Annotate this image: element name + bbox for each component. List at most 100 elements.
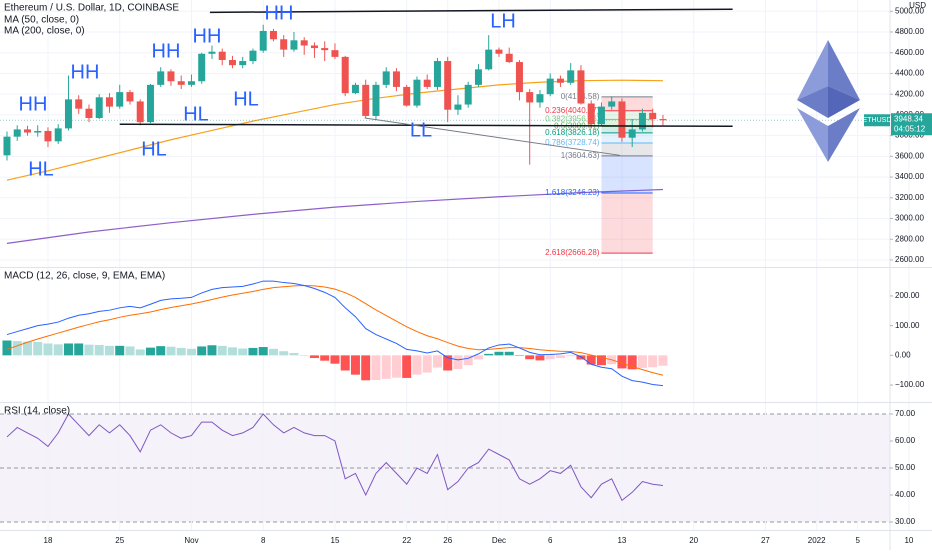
pattern-label: HL (233, 88, 259, 110)
histogram-bar (596, 355, 606, 366)
fib-zone (601, 155, 653, 193)
histogram-bar (555, 355, 565, 359)
histogram-bar (330, 355, 340, 364)
trend-line (209, 8, 733, 14)
candle-body (136, 101, 144, 123)
histogram-bar (289, 352, 299, 356)
candle-body (577, 70, 585, 104)
histogram-bar (545, 355, 555, 360)
fib-zone (601, 126, 653, 133)
rsi-line (6, 413, 664, 502)
candle-body (556, 78, 564, 83)
candle-body (116, 92, 124, 107)
x-tick-label: 27 (761, 536, 770, 545)
candle-body (546, 78, 554, 95)
fib-zone (601, 96, 653, 111)
y-tick-label: 5000.00 (895, 6, 924, 15)
logo-facet (797, 86, 828, 118)
logo-facet (828, 40, 860, 100)
fib-zone (601, 110, 653, 120)
candle-body (403, 86, 411, 106)
candle-body (444, 61, 452, 110)
histogram-bar (12, 341, 22, 356)
fib-label: 1.618(3246.23) (545, 188, 600, 197)
candle-body (228, 59, 236, 66)
panel-title: RSI (14, close) (4, 406, 70, 417)
histogram-bar (361, 355, 371, 381)
price-tag (891, 113, 932, 136)
candle-body (372, 84, 380, 116)
histogram-bar (74, 343, 84, 356)
x-tick-label: 8 (261, 536, 266, 545)
histogram-bar (135, 349, 145, 356)
histogram-bar (238, 348, 248, 356)
fib-zone (601, 143, 653, 156)
histogram-bar (156, 346, 166, 356)
histogram-bar (279, 351, 289, 356)
y-tick-label: 4400.00 (895, 69, 924, 78)
candle-body (300, 40, 308, 46)
histogram-bar (627, 355, 637, 370)
candle-body (95, 97, 103, 119)
fib-zone (601, 119, 653, 127)
currency-label: USD (909, 1, 926, 10)
y-tick-label: 4200.00 (895, 89, 924, 98)
candle-body (126, 92, 134, 102)
y-tick-label: 3000.00 (895, 214, 924, 223)
candle-body (331, 50, 339, 57)
moving-average (6, 188, 663, 244)
plot-area: 0(4174.58)0.236(4040.07)0.382(3956.86)0.… (0, 2, 890, 502)
x-tick-label: 15 (331, 536, 340, 545)
y-tick-label: 50.00 (895, 463, 916, 472)
candle-body (423, 79, 431, 87)
pattern-label: HH (265, 2, 294, 24)
histogram-bar (484, 353, 494, 356)
histogram-bar (432, 355, 442, 368)
histogram-bar (217, 345, 227, 356)
logo-facet (828, 108, 860, 162)
histogram-bar (115, 345, 125, 356)
fib-label: 0.382(3956.86) (545, 114, 600, 123)
x-tick-label: 5 (855, 536, 860, 545)
x-tick-label: 13 (617, 536, 626, 545)
histogram-bar (402, 355, 412, 378)
histogram-bar (535, 355, 545, 361)
candle-body (659, 119, 667, 121)
pattern-label: HL (141, 138, 167, 160)
x-tick-label: 18 (44, 536, 53, 545)
candle-body (341, 56, 349, 94)
histogram-bar (617, 355, 627, 369)
logo-facet (797, 108, 828, 162)
histogram-bar (463, 355, 473, 366)
x-tick-label: 20 (689, 536, 698, 545)
trend-line (364, 117, 620, 156)
candle-body (269, 30, 277, 40)
histogram-bar (197, 346, 207, 356)
histogram-bar (422, 355, 432, 373)
histogram-bar (2, 340, 12, 356)
x-tick-label: 10 (904, 536, 913, 545)
fib-label: 1(3604.63) (561, 151, 600, 160)
fib-label: 2.618(2666.28) (545, 248, 600, 257)
candle-body (495, 49, 503, 54)
macd-line (6, 280, 664, 387)
histogram-bar (268, 348, 278, 356)
histogram-bar (473, 355, 483, 360)
candle-body (23, 129, 31, 133)
candle-body (474, 69, 482, 85)
pattern-label: HH (193, 25, 222, 47)
candle-body (485, 49, 493, 70)
histogram-bar (494, 351, 504, 356)
fib-label: 0.786(3728.74) (545, 138, 600, 147)
pattern-label: LH (490, 10, 516, 32)
candle-body (567, 70, 575, 83)
legend-entry: MA (50, close, 0) (4, 15, 79, 26)
symbol-tag (864, 114, 890, 127)
x-tick-label: Dec (492, 536, 506, 545)
y-tick-label: 3200.00 (895, 193, 924, 202)
candle-body (198, 53, 206, 82)
fib-label: 0.618(3826.18) (545, 128, 600, 137)
histogram-bar (371, 355, 381, 381)
x-tick-label: 26 (443, 536, 452, 545)
